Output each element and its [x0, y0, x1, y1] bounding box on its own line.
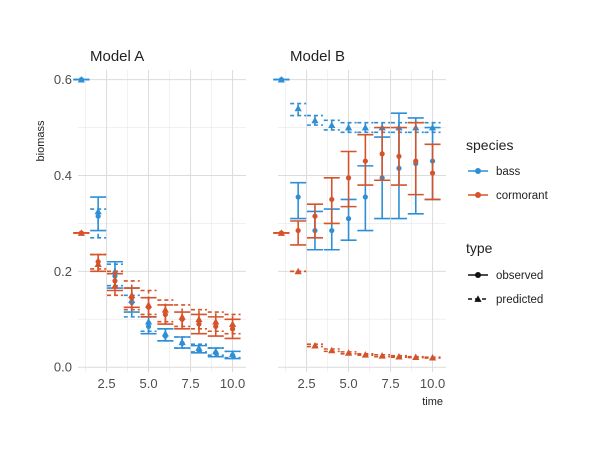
- data-point: [395, 353, 403, 360]
- legend-label: predicted: [496, 294, 543, 306]
- data-point: [294, 267, 302, 275]
- facet-panel-model-a: Model A 2.5 5.0 7.5 10.0: [73, 48, 246, 391]
- legend-item-observed: observed: [468, 270, 543, 282]
- data-point: [295, 227, 301, 234]
- data-point: [229, 326, 236, 332]
- legend-key-point: [475, 272, 481, 278]
- data-point: [212, 347, 220, 355]
- data-point: [128, 291, 136, 299]
- data-point: [295, 194, 301, 200]
- data-point: [77, 229, 85, 236]
- x-tick-label: 2.5: [98, 376, 116, 391]
- data-point: [195, 315, 203, 323]
- data-point: [228, 350, 237, 358]
- data-point: [178, 313, 186, 320]
- data-point: [361, 123, 369, 131]
- series-cormorant-predicted: [273, 229, 441, 361]
- x-tick-label: 5.0: [340, 376, 358, 391]
- data-point: [328, 346, 336, 354]
- data-point: [161, 306, 169, 313]
- y-axis-title: biomass: [35, 120, 47, 161]
- x-tick-label: 10.0: [420, 376, 445, 391]
- legend-label: bass: [496, 166, 521, 178]
- data-point: [144, 318, 153, 325]
- data-point: [311, 116, 319, 124]
- data-point: [329, 196, 335, 203]
- data-point: [344, 349, 353, 356]
- data-point: [412, 353, 420, 361]
- y-tick-label: 0.0: [54, 360, 72, 375]
- y-tick-label: 0.4: [54, 168, 72, 183]
- x-tick-label: 10.0: [220, 376, 245, 391]
- data-point: [228, 320, 237, 327]
- legend-item-bass: bass: [468, 166, 521, 178]
- x-tick-label: 7.5: [382, 376, 400, 391]
- data-point: [195, 344, 203, 351]
- series-cormorant-predicted: [73, 229, 241, 335]
- data-point: [311, 342, 319, 349]
- legend-key-point: [474, 295, 482, 302]
- legend-label: cormorant: [496, 190, 549, 202]
- legend: species bass cormorant type observed predicte…: [466, 137, 549, 306]
- data-point: [111, 282, 119, 289]
- data-point: [361, 351, 369, 358]
- legend-key-point: [475, 192, 481, 198]
- data-point: [362, 158, 368, 164]
- x-tick-label: 2.5: [298, 376, 316, 391]
- data-point: [94, 260, 102, 268]
- facet-title: Model A: [90, 48, 144, 65]
- data-point: [428, 354, 437, 361]
- data-point: [329, 227, 335, 234]
- y-tick-label: 0.6: [54, 72, 72, 87]
- data-point: [277, 75, 285, 83]
- legend-item-predicted: predicted: [468, 294, 543, 306]
- data-point: [161, 330, 169, 337]
- x-axis-title: time: [422, 396, 443, 408]
- data-point: [429, 170, 436, 176]
- legend-label: observed: [496, 270, 543, 282]
- series-cormorant-observed: [273, 121, 441, 246]
- legend-title-type: type: [466, 240, 493, 256]
- data-point: [178, 338, 186, 346]
- legend-title-species: species: [466, 137, 513, 153]
- data-point: [413, 158, 419, 164]
- data-point: [213, 323, 219, 330]
- data-point: [144, 301, 153, 308]
- data-point: [312, 213, 318, 219]
- facet-title: Model B: [290, 48, 345, 65]
- data-point: [379, 151, 385, 157]
- data-point: [362, 194, 368, 200]
- data-point: [378, 352, 386, 359]
- data-point: [294, 104, 302, 112]
- y-tick-label: 0.2: [54, 264, 72, 279]
- data-point: [94, 207, 102, 215]
- data-point: [428, 123, 437, 131]
- legend-item-cormorant: cormorant: [468, 190, 549, 202]
- facet-panel-model-b: Model B 2.5 5.0 7.5 10.0: [273, 48, 446, 391]
- data-point: [345, 175, 352, 181]
- data-point: [277, 229, 285, 236]
- data-point: [345, 216, 352, 222]
- x-tick-label: 7.5: [182, 376, 200, 391]
- data-point: [145, 323, 152, 330]
- x-tick-label: 5.0: [140, 376, 158, 391]
- data-point: [212, 318, 220, 325]
- legend-key-point: [475, 168, 481, 174]
- data-point: [196, 321, 202, 327]
- data-point: [328, 121, 336, 129]
- data-point: [344, 123, 353, 131]
- data-point: [396, 153, 402, 159]
- data-point: [77, 75, 85, 83]
